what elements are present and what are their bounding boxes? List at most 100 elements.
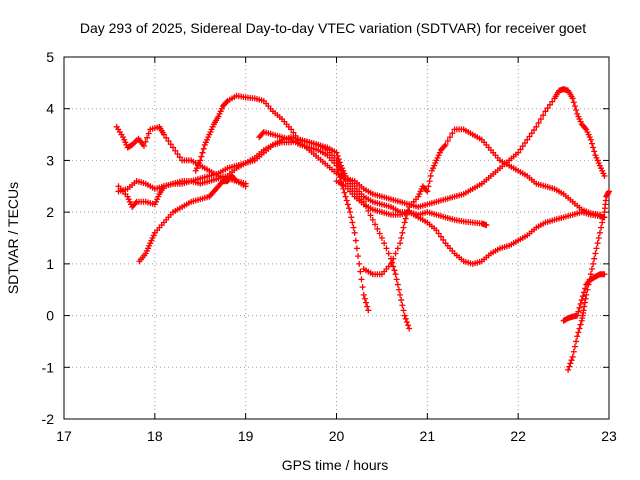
data-point: [160, 131, 167, 138]
data-point: [223, 99, 230, 106]
x-tick-label: 21: [420, 428, 436, 444]
data-point: [424, 188, 431, 195]
data-point: [398, 235, 405, 241]
data-point: [531, 127, 538, 134]
data-point: [397, 240, 404, 247]
data-point: [400, 307, 407, 314]
series-arc5: [192, 86, 608, 210]
x-tick-label: 18: [147, 428, 163, 444]
data-point: [549, 98, 556, 105]
data-point: [403, 319, 410, 326]
data-point: [582, 295, 589, 302]
data-point: [406, 325, 413, 332]
data-point: [440, 236, 447, 243]
data-point: [352, 237, 359, 244]
data-point: [570, 348, 577, 355]
data-point: [347, 209, 354, 216]
data-point: [353, 245, 360, 252]
data-point: [574, 312, 581, 319]
data-point: [345, 205, 352, 212]
data-point: [577, 300, 584, 307]
data-point: [515, 149, 522, 156]
data-point: [435, 230, 442, 237]
data-point: [144, 134, 151, 141]
x-tick-label: 23: [601, 428, 617, 444]
data-point: [172, 147, 179, 154]
data-point: [593, 245, 600, 252]
data-point: [232, 176, 239, 183]
data-point: [587, 136, 594, 143]
data-point: [333, 149, 340, 156]
data-point: [567, 360, 574, 367]
data-point: [402, 215, 409, 222]
data-point: [397, 291, 404, 298]
y-axis-label: SDTVAR / TECUs: [5, 182, 21, 294]
data-point: [336, 174, 343, 181]
data-point: [167, 141, 174, 148]
data-point: [427, 172, 434, 179]
data-point: [583, 291, 590, 298]
data-point: [423, 187, 430, 194]
data-point: [163, 134, 170, 141]
data-point: [605, 189, 612, 196]
series-arc8: [333, 178, 490, 229]
data-point: [394, 281, 401, 288]
y-tick-label: 1: [46, 256, 54, 272]
data-point: [199, 149, 206, 156]
y-tick-label: 2: [46, 204, 54, 220]
chart-title: Day 293 of 2025, Sidereal Day-to-day VTE…: [80, 20, 586, 36]
data-point: [369, 216, 376, 223]
data-point: [389, 259, 396, 266]
x-tick-label: 17: [56, 428, 72, 444]
data-point: [335, 170, 342, 177]
data-point: [292, 132, 299, 139]
data-point: [367, 212, 374, 219]
data-point: [596, 229, 603, 236]
data-point: [388, 260, 394, 267]
data-point: [142, 138, 149, 145]
data-point: [590, 144, 597, 151]
data-point: [400, 224, 407, 231]
data-point: [586, 276, 593, 283]
data-point: [585, 281, 592, 288]
y-tick-label: -2: [42, 411, 55, 427]
data-point: [578, 297, 585, 304]
data-point: [596, 211, 603, 218]
data-point: [575, 329, 582, 336]
data-point: [140, 142, 147, 149]
data-point: [573, 107, 580, 114]
data-point: [335, 156, 342, 163]
data-point: [145, 130, 152, 137]
data-point: [393, 276, 400, 283]
data-point: [569, 353, 576, 360]
data-point: [342, 193, 349, 200]
x-axis-label: GPS time / hours: [282, 457, 389, 473]
data-point: [405, 322, 412, 329]
data-point: [591, 148, 598, 155]
data-point: [588, 266, 595, 273]
data-point: [433, 227, 440, 234]
data-point: [334, 166, 341, 173]
data-point: [574, 333, 581, 340]
data-point: [395, 286, 402, 293]
data-point: [526, 133, 533, 140]
data-point: [594, 240, 601, 247]
data-point: [372, 221, 379, 228]
data-point: [198, 153, 205, 160]
data-point: [444, 138, 451, 145]
y-tick-label: 3: [46, 152, 54, 168]
data-point: [573, 338, 580, 345]
data-point: [537, 116, 544, 123]
data-point: [437, 233, 444, 240]
data-point: [401, 219, 408, 226]
data-point: [521, 139, 528, 146]
series-arc4: [136, 172, 249, 265]
data-point: [378, 235, 385, 241]
data-point: [582, 125, 589, 132]
data-point: [571, 343, 578, 350]
data-point: [398, 297, 405, 304]
data-point: [200, 145, 207, 152]
data-point: [290, 129, 297, 136]
data-point: [242, 183, 249, 190]
